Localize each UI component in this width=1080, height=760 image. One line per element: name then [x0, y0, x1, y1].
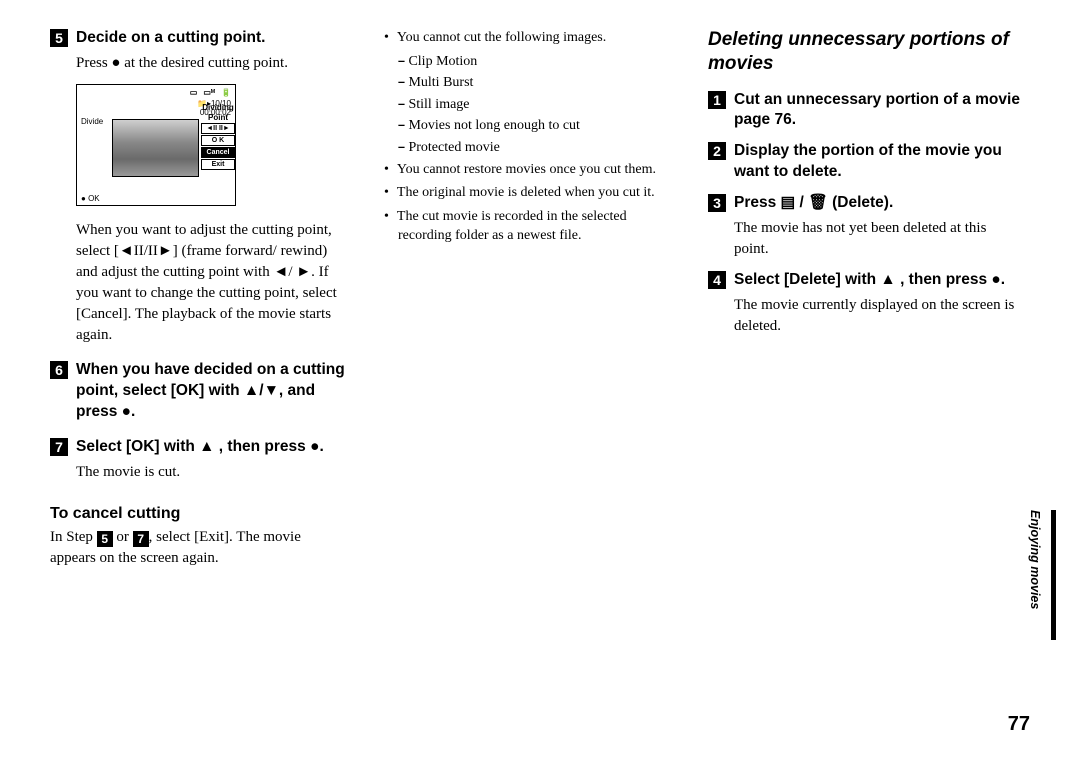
section-title: Deleting unnecessary portions of movies: [708, 28, 1023, 76]
step5-body2: When you want to adjust the cutting poin…: [76, 220, 350, 346]
step7-number: 7: [50, 438, 68, 456]
r-step2-number: 2: [708, 142, 726, 160]
r-step2-title: Display the portion of the movie you wan…: [734, 141, 1023, 183]
r-step2-heading: 2 Display the portion of the movie you w…: [708, 141, 1023, 183]
cancel-cutting-heading: To cancel cutting: [50, 505, 350, 523]
note-1: You cannot cut the following images.: [384, 28, 674, 48]
lcd-dividing: Dividing: [202, 103, 234, 112]
lcd-ok-label: OK: [88, 194, 100, 203]
lcd-divide-label: Divide: [77, 117, 108, 126]
step5-heading: 5 Decide on a cutting point.: [50, 28, 350, 49]
step7-body: The movie is cut.: [76, 462, 350, 483]
r-step3-title: Press ▤ / 🗑 (Delete).: [734, 193, 893, 214]
r-step4-title: Select [Delete] with ▲ , then press ●.: [734, 270, 1005, 291]
lcd-point: Point: [208, 113, 228, 122]
r-step1-title: Cut an unnecessary portion of a movie pa…: [734, 90, 1023, 132]
grid-trash-icon: ▤ / 🗑: [781, 194, 828, 211]
step6-heading: 6 When you have decided on a cutting poi…: [50, 360, 350, 423]
side-tab-label: Enjoying movies: [1028, 510, 1042, 609]
step6-title: When you have decided on a cutting point…: [76, 360, 350, 423]
r-step3-number: 3: [708, 194, 726, 212]
r-step4-body: The movie currently displayed on the scr…: [734, 295, 1023, 337]
side-tab: Enjoying movies: [1030, 510, 1046, 640]
lcd-cancel: Cancel: [201, 147, 235, 158]
note-4: The cut movie is recorded in the selecte…: [384, 207, 674, 246]
note-1c: – Still image: [384, 95, 674, 115]
notes-list: You cannot cut the following images. – C…: [384, 28, 674, 246]
lcd-exit: Exit: [201, 159, 235, 170]
r-step4-heading: 4 Select [Delete] with ▲ , then press ●.: [708, 270, 1023, 291]
note-1b: – Multi Burst: [384, 73, 674, 93]
r-step1-number: 1: [708, 91, 726, 109]
step5-number: 5: [50, 29, 68, 47]
r-step4-number: 4: [708, 271, 726, 289]
note-1d: – Movies not long enough to cut: [384, 116, 674, 136]
r-step3-heading: 3 Press ▤ / 🗑 (Delete).: [708, 193, 1023, 214]
note-2: You cannot restore movies once you cut t…: [384, 160, 674, 180]
note-3: The original movie is deleted when you c…: [384, 183, 674, 203]
step7-title: Select [OK] with ▲ , then press ●.: [76, 437, 324, 458]
note-1e: – Protected movie: [384, 138, 674, 158]
lcd-rewff: ◄II II►: [201, 123, 235, 134]
step5-title: Decide on a cutting point.: [76, 28, 265, 49]
note-1a: – Clip Motion: [384, 52, 674, 72]
step7-heading: 7 Select [OK] with ▲ , then press ●.: [50, 437, 350, 458]
lcd-preview: ▭ ▭ᴹ 🔋 📁▸ 10/10 00:00:02 Divide Dividing…: [76, 84, 236, 206]
cancel-cutting-body: In Step 5 or 7, select [Exit]. The movie…: [50, 527, 350, 569]
r-step3-body: The movie has not yet been deleted at th…: [734, 218, 1023, 260]
lcd-thumb: [112, 119, 199, 177]
step6-number: 6: [50, 361, 68, 379]
lcd-ok: O K: [201, 135, 235, 146]
step5-body: Press ● at the desired cutting point.: [76, 53, 350, 74]
r-step1-heading: 1 Cut an unnecessary portion of a movie …: [708, 90, 1023, 132]
page-number: 77: [1008, 713, 1030, 736]
